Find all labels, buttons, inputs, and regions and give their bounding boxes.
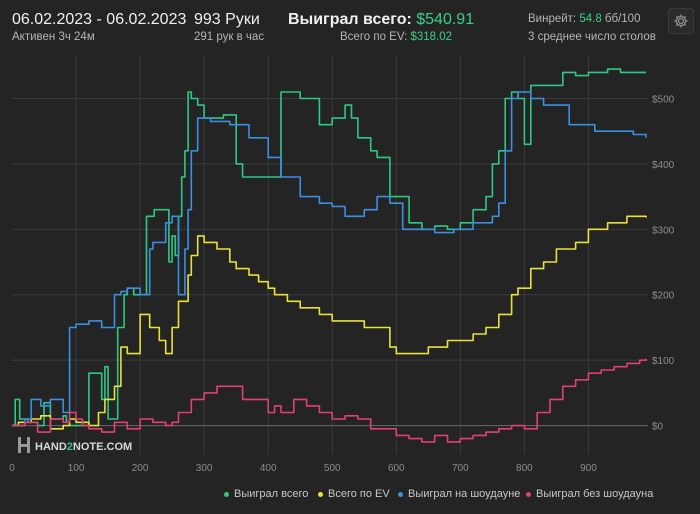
series-line (12, 215, 647, 430)
x-tick-label: 0 (9, 463, 15, 474)
y-tick-label: $400 (652, 160, 675, 171)
legend-item-showdown[interactable]: Выиграл на шоудауне (398, 488, 520, 500)
y-tick-label: $100 (652, 356, 675, 367)
watermark-logo: HAND2NOTE.COM (18, 437, 132, 453)
avg-tables: 3 среднее число столов (528, 31, 656, 43)
series-line (12, 68, 647, 427)
x-tick-label: 400 (260, 463, 277, 474)
series-layer (12, 68, 647, 443)
x-tick-label: 900 (580, 463, 597, 474)
winrate-value: 54.8 (579, 13, 602, 25)
x-tick-label: 100 (68, 463, 85, 474)
legend-item-won[interactable]: Выиграл всего (224, 488, 308, 500)
x-tick-label: 600 (388, 463, 405, 474)
y-tick-label: $0 (652, 422, 664, 433)
legend-dot (398, 491, 403, 497)
tick-layer: 0 100 200 300 400 500 600 700 800 900 $0 $100 $200 $3… (9, 95, 674, 474)
logo-bar-cross (18, 444, 30, 447)
x-tick-label: 700 (452, 463, 469, 474)
legend-label: Выиграл всего (234, 488, 309, 500)
x-tick-label: 200 (132, 463, 149, 474)
ev-total-label: Всего по EV: (340, 31, 408, 43)
winrate-unit: бб/100 (604, 13, 641, 25)
hands-per-hour: 291 рук в час (194, 31, 265, 43)
legend-item-nonshowdown[interactable]: Выиграл без шоудауна (526, 488, 653, 500)
y-tick-label: $500 (652, 95, 675, 106)
x-tick-label: 800 (516, 463, 533, 474)
ev-total: Всего по EV: $318.02 (340, 31, 452, 43)
legend-dot (526, 491, 531, 497)
series-line (12, 358, 647, 443)
legend-label: Выиграл на шоудауне (408, 488, 521, 500)
x-tick-label: 300 (196, 463, 213, 474)
gear-icon (674, 14, 688, 28)
date-range: 06.02.2023 - 06.02.2023 (12, 11, 187, 28)
won-total: Выиграл всего: $540.91 (288, 11, 474, 29)
settings-button[interactable] (668, 8, 694, 34)
watermark-text: HAND2NOTE.COM (35, 441, 132, 453)
hands-count: 993 Руки (194, 11, 260, 28)
x-tick-label: 500 (324, 463, 341, 474)
legend-label: Выиграл без шоудауна (536, 488, 654, 500)
series-line (12, 91, 647, 427)
won-total-label: Выиграл всего: (288, 11, 412, 28)
legend-label: Всего по EV (328, 488, 390, 500)
y-tick-label: $200 (652, 291, 675, 302)
chart-legend: Выиграл всего Всего по EV Выиграл на шоу… (0, 488, 700, 504)
y-tick-label: $300 (652, 225, 675, 236)
ev-total-value: $318.02 (410, 31, 453, 43)
legend-dot (318, 491, 323, 497)
won-total-value: $540.91 (416, 11, 475, 28)
legend-dot (224, 491, 229, 497)
active-time: Активен 3ч 24м (12, 31, 95, 43)
winrate: Винрейт: 54.8 бб/100 (528, 13, 640, 25)
winrate-label: Винрейт: (528, 13, 577, 25)
legend-item-ev[interactable]: Всего по EV (318, 488, 390, 500)
